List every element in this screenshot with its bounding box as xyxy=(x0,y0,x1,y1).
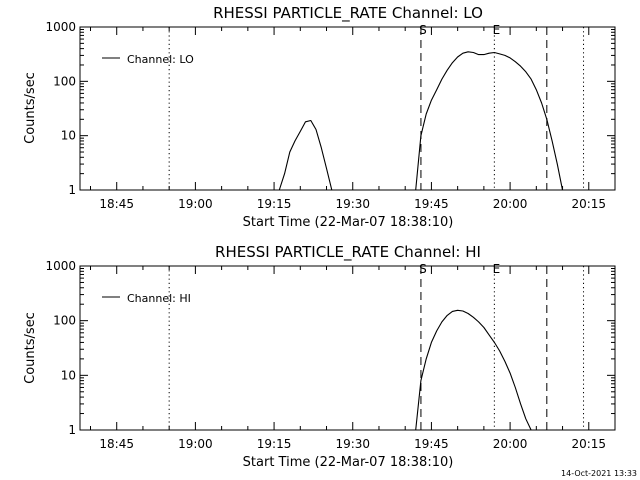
panel-hi: RHESSI PARTICLE_RATE Channel: HI Start T… xyxy=(23,243,616,470)
x-tick-label: 19:45 xyxy=(414,197,449,211)
panel-lo: RHESSI PARTICLE_RATE Channel: LO Start T… xyxy=(23,4,616,230)
x-tick-label: 19:30 xyxy=(335,197,370,211)
legend-label: Channel: LO xyxy=(127,53,194,66)
y-tick-label: 1000 xyxy=(45,20,76,34)
x-tick-label: 20:00 xyxy=(493,197,528,211)
plot-frame xyxy=(79,26,616,191)
y-tick-label: 1000 xyxy=(45,259,76,273)
x-tick-label: 18:45 xyxy=(99,197,134,211)
y-axis-label: Counts/sec xyxy=(23,72,38,144)
x-axis-label: Start Time (22-Mar-07 18:38:10) xyxy=(243,455,454,470)
y-tick-label: 100 xyxy=(53,74,76,88)
legend-label: Channel: HI xyxy=(127,292,191,305)
marker-label-s: S xyxy=(419,262,427,276)
series-line xyxy=(415,51,564,191)
x-tick-label: 19:00 xyxy=(178,437,213,451)
x-tick-label: 19:15 xyxy=(257,437,292,451)
chart-title: RHESSI PARTICLE_RATE Channel: HI xyxy=(215,243,481,262)
footer-timestamp: 14-Oct-2021 13:33 xyxy=(561,469,637,478)
x-tick-label: 20:00 xyxy=(493,437,528,451)
y-tick-label: 1 xyxy=(68,183,76,197)
x-axis-label: Start Time (22-Mar-07 18:38:10) xyxy=(243,215,454,230)
series-line xyxy=(278,119,333,191)
x-tick-labels: 18:45 19:00 19:15 19:30 19:45 20:00 20:15 xyxy=(99,197,606,211)
y-tick-labels: 1 10 100 1000 xyxy=(45,259,76,437)
chart-title: RHESSI PARTICLE_RATE Channel: LO xyxy=(213,4,483,23)
y-tick-label: 10 xyxy=(61,368,76,382)
x-tick-label: 18:45 xyxy=(99,437,134,451)
y-tick-label: 10 xyxy=(61,129,76,143)
x-tick-label: 20:15 xyxy=(571,197,606,211)
x-tick-label: 19:15 xyxy=(257,197,292,211)
marker-label-e: E xyxy=(493,262,501,276)
x-tick-label: 20:15 xyxy=(571,437,606,451)
series-line xyxy=(415,309,532,431)
y-tick-labels: 1 10 100 1000 xyxy=(45,20,76,197)
plot-frame xyxy=(79,265,616,431)
y-tick-label: 1 xyxy=(68,423,76,437)
marker-label-s: S xyxy=(419,23,427,37)
marker-label-e: E xyxy=(493,23,501,37)
x-tick-labels: 18:45 19:00 19:15 19:30 19:45 20:00 20:15 xyxy=(99,437,606,451)
x-tick-label: 19:45 xyxy=(414,437,449,451)
x-tick-label: 19:00 xyxy=(178,197,213,211)
x-tick-label: 19:30 xyxy=(335,437,370,451)
y-axis-label: Counts/sec xyxy=(23,312,38,384)
y-tick-label: 100 xyxy=(53,314,76,328)
